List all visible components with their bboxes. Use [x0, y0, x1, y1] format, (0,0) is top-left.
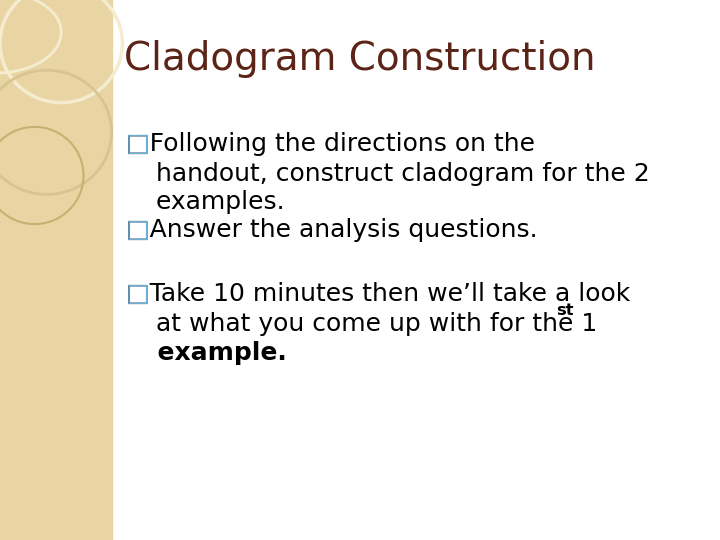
- Text: □: □: [126, 218, 150, 242]
- Text: example.: example.: [140, 341, 287, 365]
- Bar: [0, 0, 112, 540]
- Text: □Take 10 minutes then we’ll take a look: □Take 10 minutes then we’ll take a look: [126, 282, 630, 306]
- Text: Cladogram Construction: Cladogram Construction: [124, 40, 595, 78]
- Text: handout, construct cladogram for the 2: handout, construct cladogram for the 2: [140, 162, 650, 186]
- Text: at what you come up with for the 1: at what you come up with for the 1: [140, 312, 598, 335]
- Text: st: st: [557, 303, 574, 319]
- Text: examples.: examples.: [140, 190, 285, 214]
- Text: □: □: [126, 282, 150, 306]
- Text: □: □: [126, 132, 150, 156]
- Text: □Following the directions on the: □Following the directions on the: [126, 132, 535, 156]
- Text: □Answer the analysis questions.: □Answer the analysis questions.: [126, 218, 538, 242]
